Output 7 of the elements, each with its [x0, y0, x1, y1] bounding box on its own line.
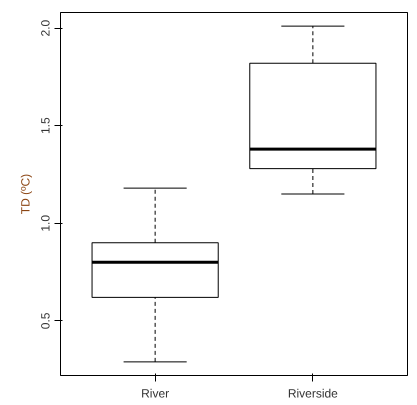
- x-tick-label: River: [141, 386, 170, 400]
- y-tick-label: 1.0: [38, 214, 52, 232]
- y-tick-label: 0.5: [38, 312, 52, 330]
- y-axis-title: TD (ºC): [18, 174, 32, 214]
- x-tick-label: Riverside: [288, 386, 338, 400]
- y-tick-label: 1.5: [38, 117, 52, 134]
- y-tick-label: 2.0: [38, 19, 52, 36]
